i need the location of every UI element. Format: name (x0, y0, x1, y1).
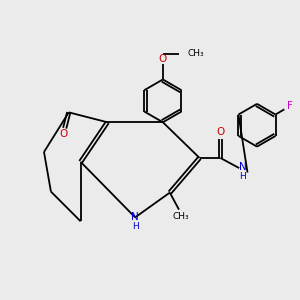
Text: N: N (131, 212, 139, 222)
Text: CH₃: CH₃ (188, 49, 204, 58)
Text: O: O (59, 129, 67, 139)
Text: CH₃: CH₃ (172, 212, 189, 221)
Text: N: N (239, 163, 247, 172)
Text: O: O (159, 54, 167, 64)
Text: O: O (216, 127, 224, 137)
Text: H: H (239, 172, 246, 181)
Text: F: F (287, 101, 292, 111)
Text: H: H (132, 222, 139, 231)
